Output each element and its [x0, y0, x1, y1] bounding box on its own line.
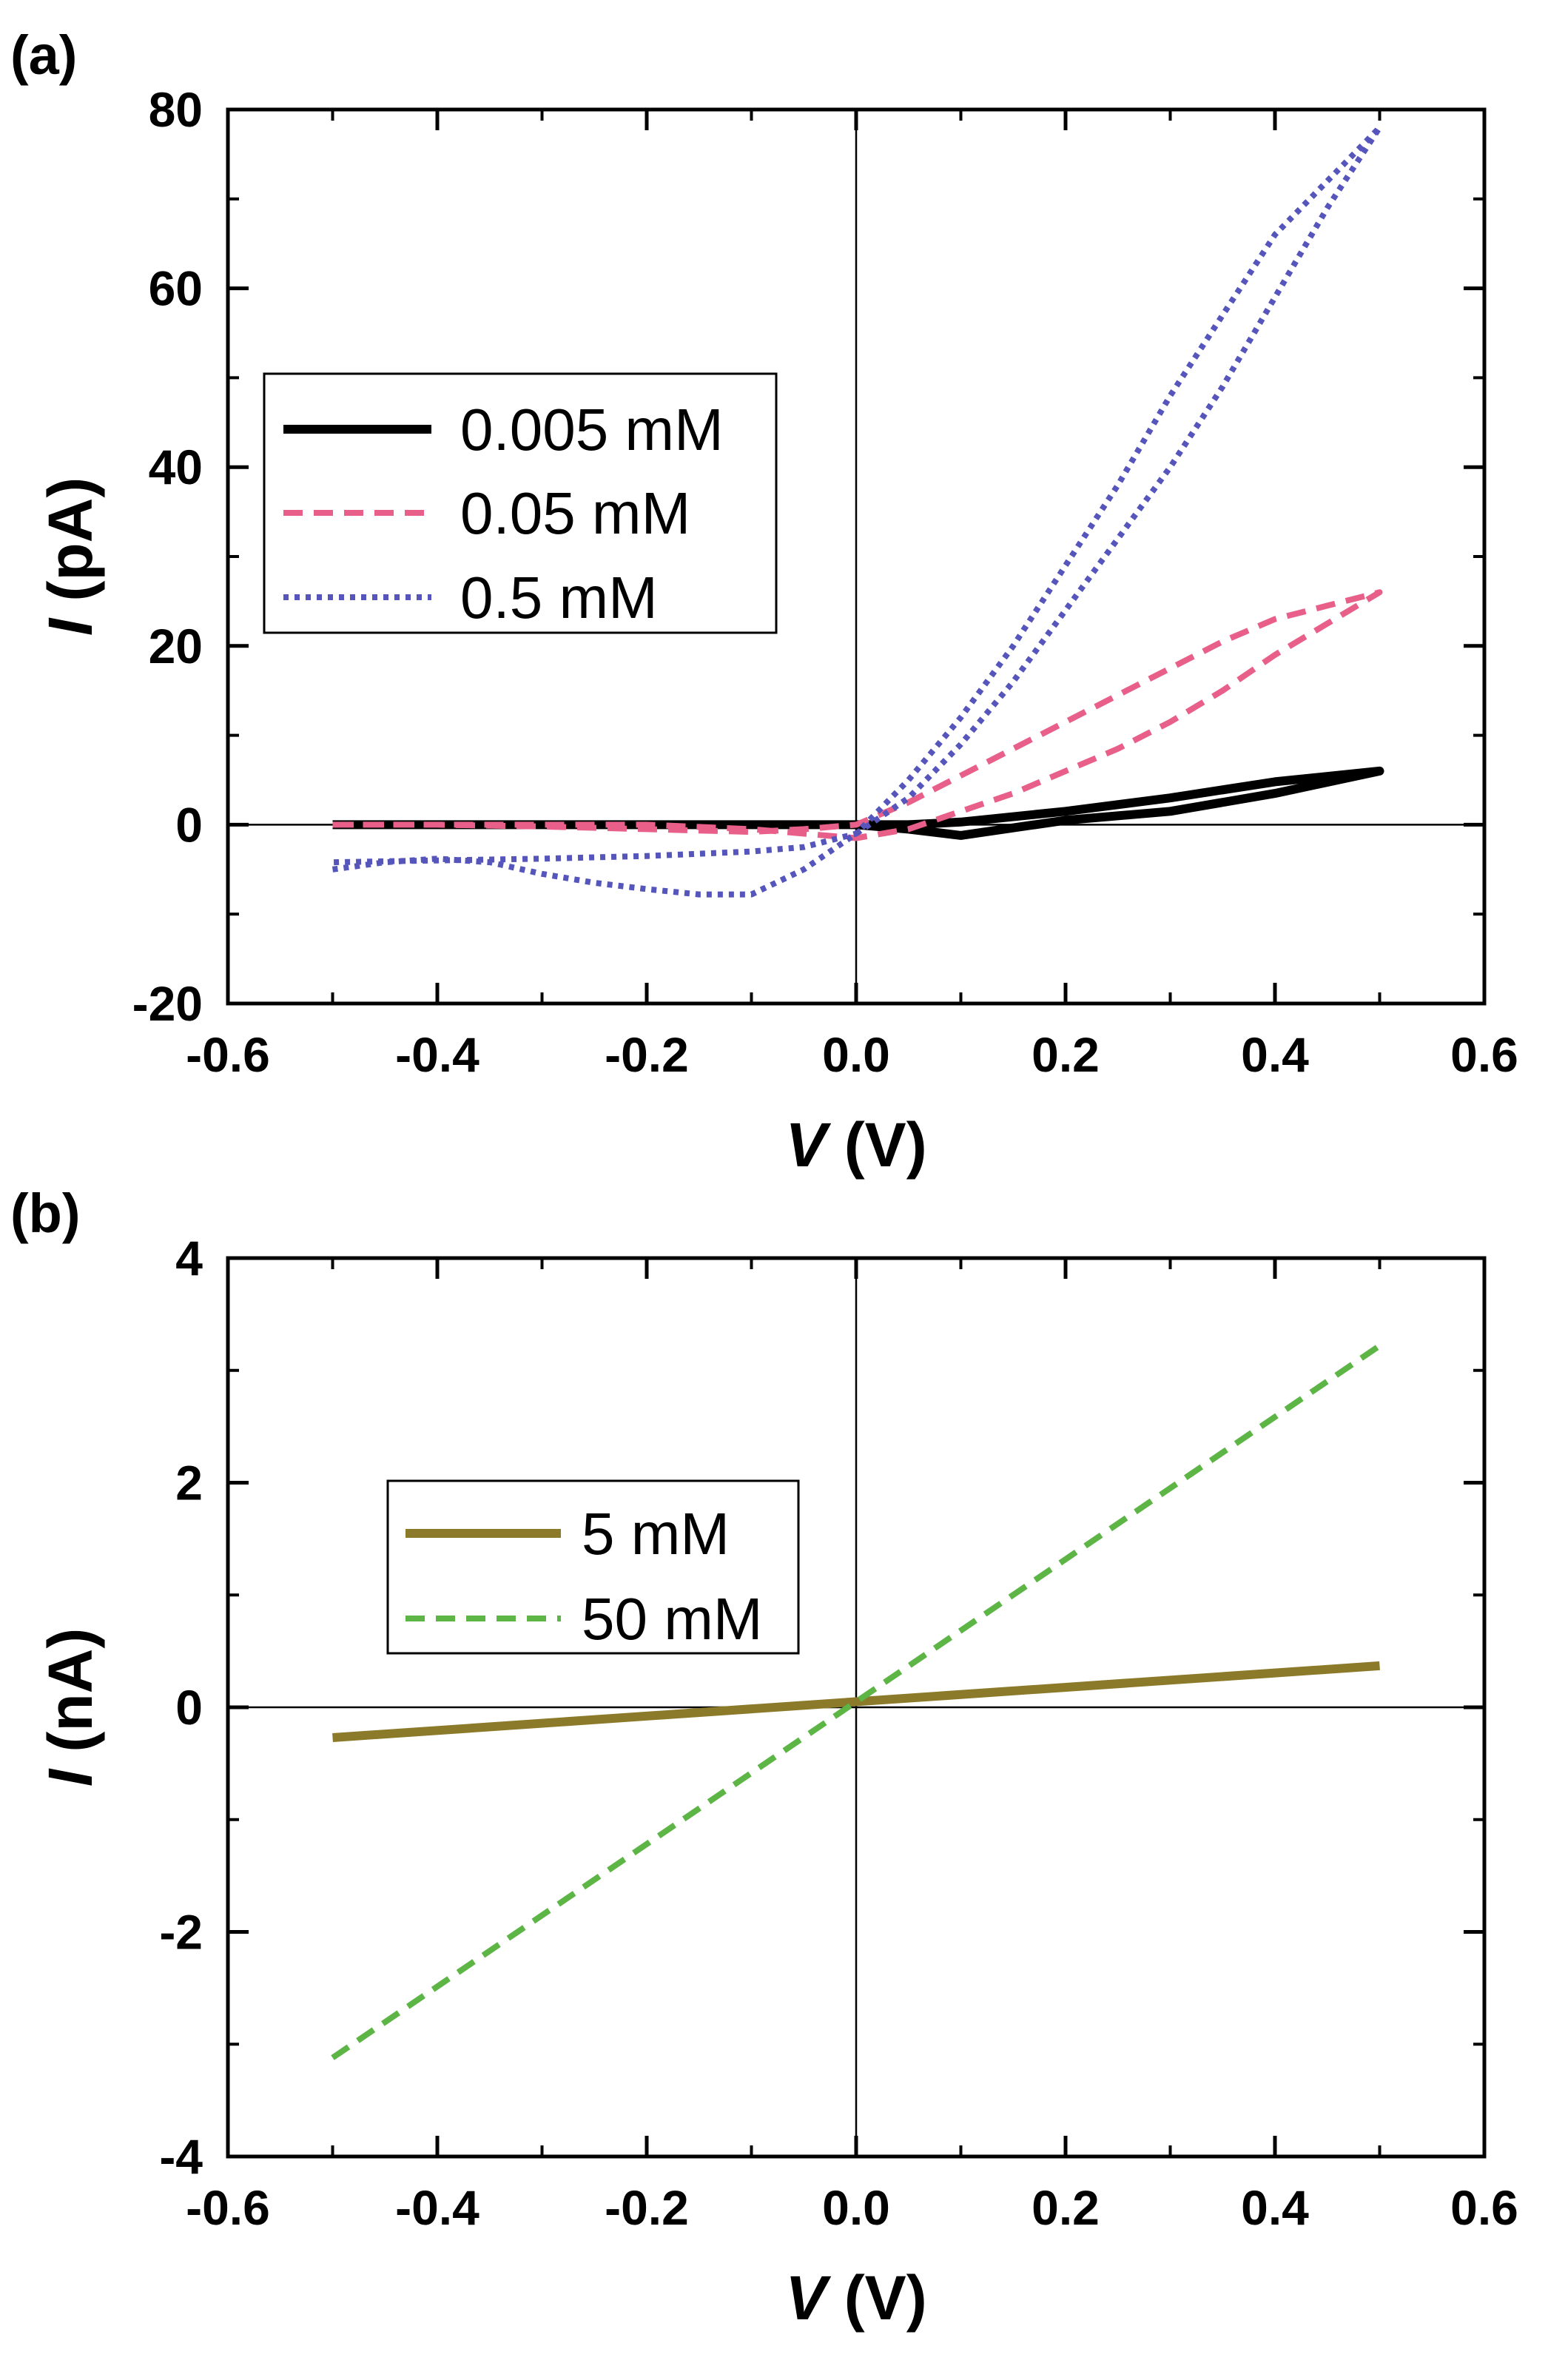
legend: 5 mM 50 mM: [386, 1479, 800, 1655]
x-tick-label: 0.4: [1241, 2180, 1309, 2235]
x-axis-variable: V: [785, 2263, 831, 2333]
x-tick-label: -0.6: [186, 2180, 270, 2235]
y-axis-variable: I: [36, 1768, 105, 1786]
y-axis-title: I (pA): [36, 477, 105, 636]
x-tick-label: 0.2: [1032, 1027, 1100, 1082]
legend-entry: 0.5 mM: [283, 565, 658, 631]
legend-label: 0.5 mM: [460, 565, 658, 631]
y-tick-label: 0: [175, 797, 203, 852]
x-tick-label: 0.0: [822, 2180, 890, 2235]
x-tick-label: 0.2: [1032, 2180, 1100, 2235]
panel-label: (b): [10, 1183, 81, 1244]
x-tick-label: 0.0: [822, 1027, 890, 1082]
x-tick-label: -0.2: [605, 1027, 689, 1082]
x-axis-title: V (V): [785, 2263, 926, 2333]
x-axis-variable: V: [785, 1110, 831, 1180]
y-tick-label: 4: [175, 1231, 203, 1285]
y-axis-variable: I: [36, 617, 105, 636]
legend-label: 0.005 mM: [460, 397, 724, 463]
x-tick-label: 0.6: [1450, 2180, 1518, 2235]
series-line-0-005-mm: [332, 766, 1384, 840]
panel-a: -0.6 -0.4 -0.2 0.0 0.2 0.4 0.6 -20 0 20 40 60 80 V (V…: [10, 24, 1518, 1180]
panel-label: (a): [10, 24, 77, 86]
legend-entry: 50 mM: [405, 1586, 763, 1652]
y-tick-label: -20: [132, 976, 203, 1031]
legend-box: [263, 372, 778, 634]
y-axis-unit: (nA): [36, 1628, 105, 1769]
y-axis-title: I (nA): [36, 1628, 105, 1787]
legend-entry: 5 mM: [405, 1501, 730, 1567]
y-tick-label: 20: [149, 619, 203, 673]
legend: 0.005 mM 0.05 mM 0.5 mM: [263, 372, 778, 634]
x-tick-label: -0.4: [395, 1027, 479, 1082]
x-tick-label: -0.6: [186, 1027, 270, 1082]
x-tick-label: -0.2: [605, 2180, 689, 2235]
series-line-0-5-mm: [332, 124, 1383, 898]
series-line-5-mm: [332, 1661, 1380, 1742]
series-line-0-05-mm: [332, 589, 1383, 841]
legend-label: 0.05 mM: [460, 480, 690, 546]
x-axis-unit: (V): [827, 1110, 926, 1180]
legend-box: [386, 1479, 800, 1655]
x-tick-label: 0.6: [1450, 1027, 1518, 1082]
y-tick-label: -4: [159, 2129, 203, 2184]
legend-label: 50 mM: [582, 1586, 763, 1652]
legend-entry: 0.005 mM: [283, 397, 724, 463]
y-tick-label: 80: [149, 82, 203, 137]
y-tick-label: 40: [149, 440, 203, 494]
panel-b: -0.6 -0.4 -0.2 0.0 0.2 0.4 0.6 -4 -2 0 2 4 V (V) I (n…: [10, 1183, 1518, 2333]
x-tick-label: 0.4: [1241, 1027, 1309, 1082]
x-axis-unit: (V): [827, 2263, 926, 2333]
x-axis-title: V (V): [785, 1110, 926, 1180]
y-tick-label: 60: [149, 261, 203, 316]
x-tick-label: -0.4: [395, 2180, 479, 2235]
y-tick-label: 2: [175, 1456, 203, 1510]
y-axis-unit: (pA): [36, 477, 105, 619]
y-tick-label: 0: [175, 1680, 203, 1735]
legend-entry: 0.05 mM: [283, 480, 690, 546]
y-tick-label: -2: [159, 1905, 203, 1960]
legend-label: 5 mM: [582, 1501, 730, 1567]
